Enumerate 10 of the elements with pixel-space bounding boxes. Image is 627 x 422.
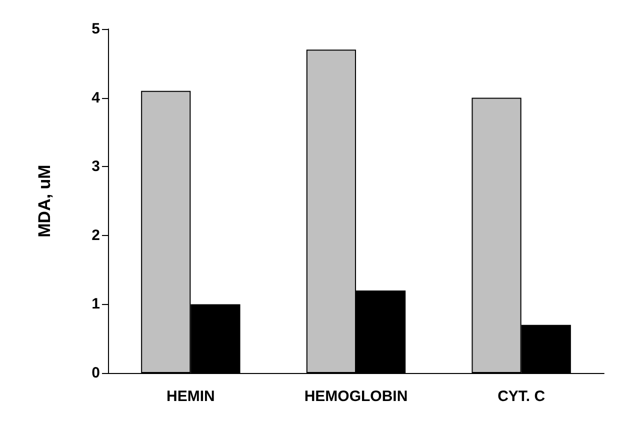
x-tick-label: HEMOGLOBIN bbox=[304, 388, 408, 405]
x-tick-label: HEMIN bbox=[166, 388, 215, 405]
x-tick-label: CYT. C bbox=[498, 388, 546, 405]
y-tick-label: 5 bbox=[92, 20, 100, 38]
y-tick-label: 4 bbox=[92, 89, 101, 106]
y-tick-label: 2 bbox=[92, 226, 100, 244]
y-tick-label: 3 bbox=[92, 158, 100, 176]
y-axis-title: MDA, uM bbox=[35, 164, 54, 238]
y-tick-label: 0 bbox=[92, 364, 100, 382]
y-tick-label: 1 bbox=[92, 296, 100, 313]
